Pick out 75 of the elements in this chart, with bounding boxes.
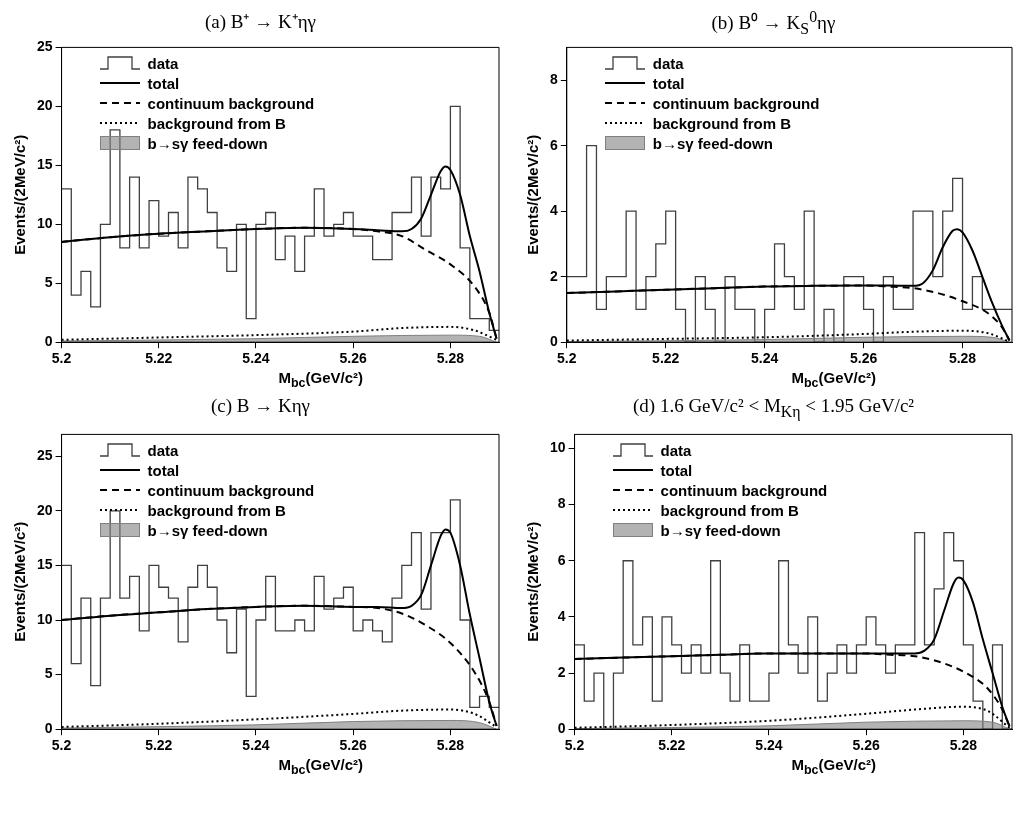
y-axis-title: Events/(2MeV/c²)	[524, 521, 542, 642]
x-tick-label: 5.24	[242, 737, 270, 754]
x-tick-label: 5.28	[948, 350, 977, 367]
legend-label: continuum background	[147, 94, 315, 112]
legend-label: data	[147, 54, 179, 72]
y-tick-label: 10	[36, 215, 53, 232]
y-tick-label: 5	[44, 274, 53, 291]
y-tick-label: 8	[557, 495, 566, 512]
legend-label: b→sγ feed-down	[147, 134, 268, 152]
x-tick-label: 5.24	[751, 350, 779, 367]
legend-label: background from B	[147, 114, 286, 132]
legend-label: b→sγ feed-down	[147, 521, 268, 539]
x-axis-title: M$_{bc}$(GeV/c²)	[277, 369, 364, 391]
legend-label: total	[147, 461, 180, 479]
x-tick-label: 5.2	[51, 737, 72, 754]
x-tick-label: 5.28	[436, 737, 465, 754]
y-axis-title: Events/(2MeV/c²)	[524, 134, 542, 255]
y-tick-label: 6	[549, 136, 558, 153]
legend-label: background from B	[147, 501, 286, 519]
y-tick-label: 0	[44, 333, 53, 350]
y-tick-label: 0	[557, 720, 566, 737]
x-tick-label: 5.26	[339, 350, 368, 367]
y-tick-label: 15	[36, 556, 53, 573]
y-tick-label: 4	[557, 607, 566, 624]
legend-label: data	[652, 54, 684, 72]
x-tick-label: 5.2	[564, 737, 585, 754]
x-axis-title: M$_{bc}$(GeV/c²)	[790, 369, 877, 391]
legend-label: total	[652, 74, 685, 92]
legend-label: data	[660, 441, 692, 459]
y-tick-label: 10	[36, 610, 53, 627]
y-tick-label: 5	[44, 665, 53, 682]
x-tick-label: 5.24	[242, 350, 270, 367]
chart-title: (d) 1.6 GeV/c² < M$_{Kη}$ < 1.95 GeV/c²	[632, 395, 915, 423]
y-tick-label: 0	[549, 333, 558, 350]
x-tick-label: 5.26	[339, 737, 368, 754]
legend-label: continuum background	[652, 94, 820, 112]
x-tick-label: 5.26	[849, 350, 878, 367]
y-tick-label: 25	[36, 447, 53, 464]
y-tick-label: 2	[549, 267, 558, 284]
x-tick-label: 5.28	[949, 737, 978, 754]
x-tick-label: 5.2	[557, 350, 577, 367]
y-axis-title: Events/(2MeV/c²)	[11, 521, 29, 642]
legend-label: b→sγ feed-down	[660, 521, 781, 539]
legend-label: continuum background	[147, 481, 315, 499]
legend-label: b→sγ feed-down	[652, 134, 773, 152]
x-tick-label: 5.24	[755, 737, 783, 754]
x-tick-label: 5.26	[852, 737, 881, 754]
y-tick-label: 20	[36, 501, 53, 518]
x-tick-label: 5.22	[145, 350, 173, 367]
y-tick-label: 6	[557, 551, 566, 568]
legend-label: total	[147, 74, 180, 92]
legend-label: background from B	[652, 114, 792, 132]
y-tick-label: 8	[549, 71, 558, 88]
y-tick-label: 4	[549, 202, 558, 219]
y-tick-label: 10	[549, 439, 566, 456]
y-axis-title: Events/(2MeV/c²)	[11, 134, 29, 255]
legend-label: data	[147, 441, 179, 459]
x-tick-label: 5.22	[658, 737, 686, 754]
x-tick-label: 5.22	[145, 737, 173, 754]
y-tick-label: 20	[36, 97, 53, 114]
y-tick-label: 0	[44, 720, 53, 737]
chart-title: (c) B → Kηγ	[209, 395, 312, 418]
legend-label: continuum background	[660, 481, 828, 499]
y-tick-label: 2	[557, 663, 566, 680]
x-axis-title: M$_{bc}$(GeV/c²)	[790, 756, 877, 778]
y-tick-label: 25	[36, 38, 53, 55]
chart-title: (a) B⁺ → K⁺ηγ	[203, 10, 318, 34]
x-axis-title: M$_{bc}$(GeV/c²)	[277, 756, 364, 778]
chart-title: (b) B⁰ → K$_{S}$$^{0}$ηγ	[710, 8, 837, 38]
legend-label: background from B	[660, 501, 799, 519]
x-tick-label: 5.22	[652, 350, 680, 367]
y-tick-label: 15	[36, 156, 53, 173]
x-tick-label: 5.2	[51, 350, 72, 367]
x-tick-label: 5.28	[436, 350, 465, 367]
legend-label: total	[660, 461, 693, 479]
